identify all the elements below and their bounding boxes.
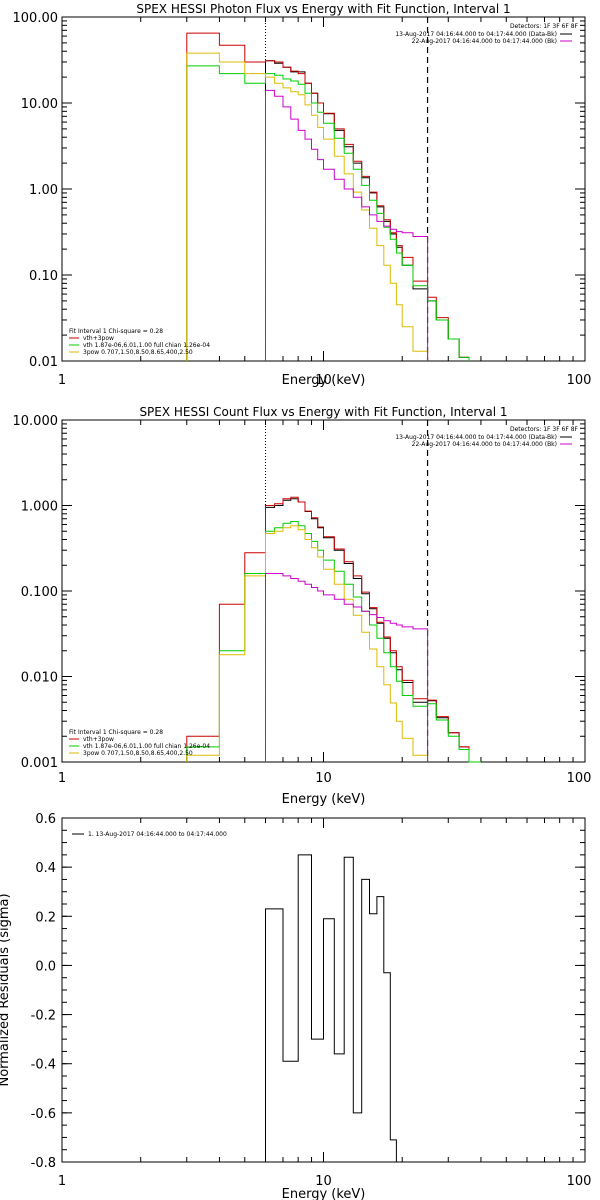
series-3pow bbox=[186, 52, 429, 361]
series-vth-3pow bbox=[186, 32, 470, 361]
y-tick-label: -0.8 bbox=[31, 1156, 56, 1171]
chart-title: SPEX HESSI Count Flux vs Energy with Fit… bbox=[139, 405, 507, 419]
y-tick-label: 0.4 bbox=[35, 861, 56, 876]
series-step-line bbox=[186, 496, 481, 763]
legend-left-entry: vth+3pow bbox=[83, 736, 114, 743]
legend-left-entry: vth 1.87e-06,6.01,1.00 full chian 1.26e-… bbox=[83, 342, 210, 349]
series-data-bk bbox=[265, 60, 470, 361]
x-axis-label: Energy (keV) bbox=[282, 1187, 366, 1200]
legend-right-entry: 22-Aug-2017 04:16:44.000 to 04:17:44.000… bbox=[412, 441, 557, 448]
y-tick-label: 0.6 bbox=[35, 812, 56, 827]
y-tick-label: 1.000 bbox=[21, 500, 58, 515]
legend-right-entry: 13-Aug-2017 04:16:44.000 to 04:17:44.000… bbox=[395, 31, 557, 38]
legend-left-entry: vth 1.87e-06,6.01,1.00 full chian 1.26e-… bbox=[83, 743, 210, 750]
y-tick-label: 0.001 bbox=[21, 756, 58, 771]
legend-left-entry: 3pow 0.707,1.50,8.50,8.65,400,2.50 bbox=[83, 750, 193, 757]
y-axis-label: Normalized Residuals (sigma) bbox=[0, 893, 12, 1086]
series-step-line bbox=[265, 89, 429, 361]
y-tick-label: 0.2 bbox=[35, 910, 56, 925]
y-tick-label: 0.01 bbox=[29, 355, 58, 370]
legend-left-entry: vth+3pow bbox=[83, 335, 114, 342]
x-tick-label: 100 bbox=[567, 1174, 592, 1189]
y-tick-label: -0.4 bbox=[31, 1058, 56, 1073]
residuals-panel: 1 10 100 Energy (keV) -0.8 -0.6 -0.4 -0.2 0.0 0.2… bbox=[0, 812, 591, 1200]
series-vth-3pow bbox=[186, 496, 481, 763]
x-axis-label: Energy (keV) bbox=[282, 373, 366, 388]
y-tick-label: -0.6 bbox=[31, 1107, 56, 1122]
series-vth bbox=[186, 521, 481, 763]
y-tick-label: 1.00 bbox=[29, 183, 58, 198]
legend-right-entry: 22-Aug-2017 04:16:44.000 to 04:17:44.000… bbox=[412, 38, 557, 45]
chart-title: SPEX HESSI Photon Flux vs Energy with Fi… bbox=[136, 2, 510, 16]
series-step-line bbox=[186, 525, 429, 762]
series-step-line bbox=[186, 32, 470, 361]
x-tick-label: 1 bbox=[58, 1174, 66, 1189]
y-tick-label: 0.010 bbox=[21, 671, 58, 686]
detectors-label: Detectors: 1F 3F 6F 8F bbox=[510, 23, 579, 30]
y-tick-label: 0.10 bbox=[29, 269, 58, 284]
series-bk bbox=[265, 573, 429, 762]
series-step-line bbox=[186, 52, 429, 361]
y-tick-label: -0.2 bbox=[31, 1009, 56, 1024]
x-tick-label: 10 bbox=[315, 771, 332, 786]
series-3pow bbox=[186, 525, 429, 762]
legend-right-entry: 13-Aug-2017 04:16:44.000 to 04:17:44.000… bbox=[395, 434, 557, 441]
x-tick-label: 1 bbox=[58, 373, 66, 388]
series-step-line bbox=[186, 65, 470, 361]
fit-info: Fit Interval 1 Chi-square = 0.28 bbox=[69, 729, 163, 736]
series-step-line bbox=[186, 521, 481, 763]
series-1-13-aug-2017-04-16-44-000-to-04-17-44-000 bbox=[265, 854, 428, 1163]
x-tick-label: 100 bbox=[567, 771, 592, 786]
y-tick-label: 10.000 bbox=[13, 414, 59, 429]
series-vth bbox=[186, 65, 470, 361]
fit-info: Fit Interval 1 Chi-square = 0.28 bbox=[69, 328, 163, 335]
x-tick-label: 100 bbox=[567, 373, 592, 388]
series-step-line bbox=[265, 573, 429, 762]
detectors-label: Detectors: 1F 3F 6F 8F bbox=[510, 426, 579, 433]
photon-flux-panel: SPEX HESSI Photon Flux vs Energy with Fi… bbox=[13, 2, 592, 388]
series-step-line bbox=[265, 60, 470, 361]
count-flux-panel: SPEX HESSI Count Flux vs Energy with Fit… bbox=[13, 405, 592, 807]
x-tick-label: 10 bbox=[315, 1174, 332, 1189]
x-tick-label: 10 bbox=[315, 373, 332, 388]
legend-left-entry: 3pow 0.707,1.50,8.50,8.65,400,2.50 bbox=[83, 349, 193, 356]
legend-entry: 1. 13-Aug-2017 04:16:44.000 to 04:17:44.… bbox=[88, 831, 227, 838]
x-tick-label: 1 bbox=[58, 771, 66, 786]
plot-frame bbox=[61, 16, 586, 362]
series-bk bbox=[265, 89, 429, 361]
series-step-line bbox=[265, 854, 428, 1163]
y-tick-label: 0.0 bbox=[35, 959, 56, 974]
y-tick-label: 0.100 bbox=[21, 585, 58, 600]
x-axis-label: Energy (keV) bbox=[282, 792, 366, 807]
y-tick-label: 10.00 bbox=[21, 97, 58, 112]
y-tick-label: 100.00 bbox=[13, 11, 59, 26]
